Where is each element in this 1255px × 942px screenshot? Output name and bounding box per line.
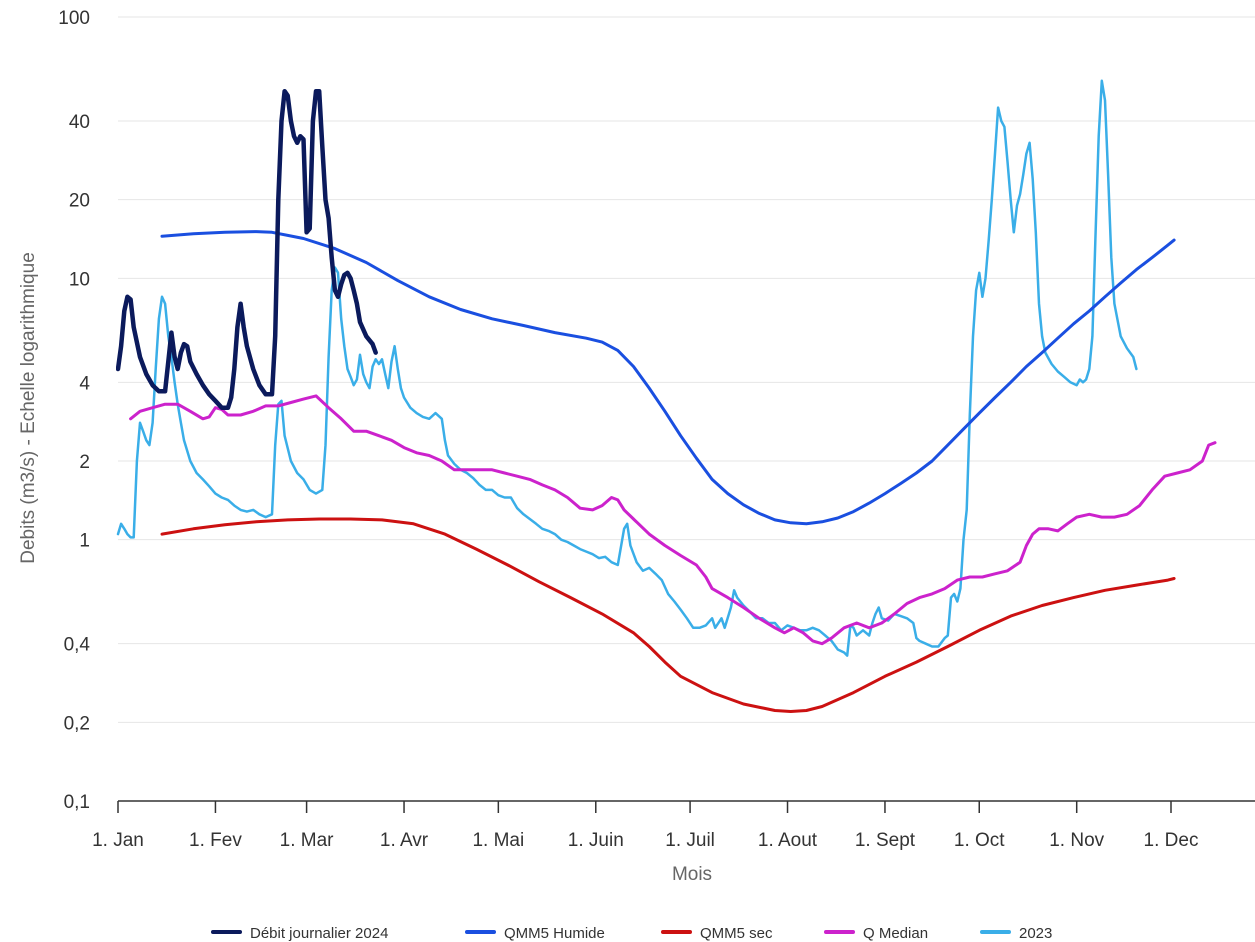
y-tick-label: 100: [58, 8, 90, 29]
y-tick-label: 1: [79, 531, 90, 552]
legend-label: QMM5 Humide: [504, 925, 605, 942]
legend-label: Débit journalier 2024: [250, 925, 388, 942]
legend-item[interactable]: 2023: [980, 925, 1052, 942]
x-tick-label: 1. Fev: [189, 830, 242, 851]
legend-item[interactable]: QMM5 sec: [661, 925, 773, 942]
y-tick-label: 4: [79, 373, 90, 394]
x-tick-label: 1. Juin: [568, 830, 624, 851]
legend-label: QMM5 sec: [700, 925, 773, 942]
x-tick-label: 1. Oct: [954, 830, 1005, 851]
y-tick-label: 40: [69, 112, 90, 133]
x-tick-label: 1. Juil: [665, 830, 715, 851]
x-tick-label: 1. Dec: [1144, 830, 1199, 851]
x-tick-label: 1. Aout: [758, 830, 818, 851]
y-axis-title: Debits (m3/s) - Echelle logarithmique: [18, 252, 39, 564]
legend-item[interactable]: Q Median: [824, 925, 928, 942]
x-tick-label: 1. Mar: [280, 830, 335, 851]
x-tick-label: 1. Sept: [855, 830, 916, 851]
y-tick-label: 20: [69, 191, 90, 212]
legend: Débit journalier 2024 QMM5 Humide QMM5 sec…: [211, 925, 1052, 942]
legend-item[interactable]: Débit journalier 2024: [211, 925, 388, 942]
x-axis: 1. Jan 1. Fev 1. Mar 1. Avr 1. Mai 1. Juin 1. …: [92, 800, 1255, 851]
x-tick-label: 1. Mai: [472, 830, 524, 851]
series-line-2: [160, 517, 1176, 713]
series-line-3: [129, 394, 1217, 646]
y-axis-ticks: 100 40 20 10 4 2 1 0,4 0,2 0,1: [58, 8, 90, 813]
series-line-0: [116, 88, 378, 410]
x-axis-title: Mois: [672, 864, 712, 885]
series-line-1: [160, 230, 1176, 526]
legend-item[interactable]: QMM5 Humide: [465, 925, 605, 942]
y-tick-label: 10: [69, 269, 90, 290]
y-tick-label: 0,4: [64, 635, 91, 656]
x-tick-label: 1. Avr: [380, 830, 429, 851]
legend-label: 2023: [1019, 925, 1052, 942]
legend-label: Q Median: [863, 925, 928, 942]
series-line-4: [116, 79, 1138, 657]
x-tick-label: 1. Jan: [92, 830, 144, 851]
y-tick-label: 2: [79, 452, 90, 473]
y-tick-label: 0,1: [64, 792, 90, 813]
series-lines: [116, 79, 1217, 713]
y-tick-label: 0,2: [64, 713, 90, 734]
x-tick-label: 1. Nov: [1049, 830, 1104, 851]
